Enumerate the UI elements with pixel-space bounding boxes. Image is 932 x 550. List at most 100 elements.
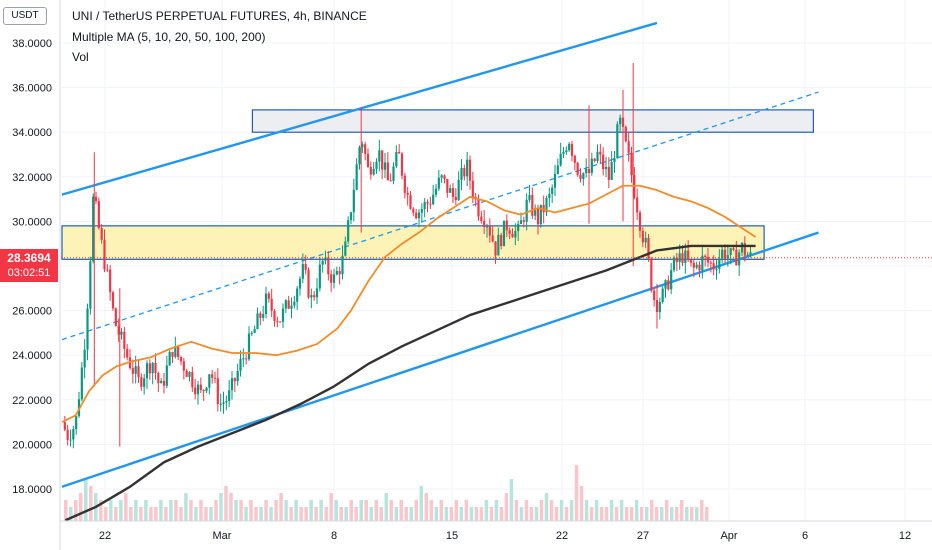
candle-body (157, 373, 160, 384)
moving-average-lines (58, 184, 932, 522)
volume-bar (569, 500, 574, 521)
candle-body (247, 333, 251, 360)
volume-bar (374, 500, 378, 521)
candle-body (607, 166, 610, 180)
candle-body (536, 208, 540, 225)
volume-bar (229, 493, 233, 521)
volume-bar (239, 500, 243, 521)
candle-body (208, 374, 211, 388)
volume-bar (414, 500, 419, 521)
candle-body (525, 199, 528, 222)
candle-body (177, 346, 180, 357)
candle-body (182, 361, 185, 371)
candle-body (712, 263, 715, 270)
currency-unit-button[interactable]: USDT (3, 7, 47, 25)
ma-indicator-legend[interactable]: Multiple MA (5, 10, 20, 50, 100, 200) (72, 30, 266, 44)
candle-body (307, 269, 310, 298)
volume-bar (649, 500, 654, 521)
candle-body (528, 194, 531, 200)
candle-body (213, 377, 217, 379)
volume-bar (79, 493, 83, 521)
volume-indicator-legend[interactable]: Vol (72, 50, 89, 64)
candle-body (553, 174, 557, 188)
candle-body (134, 366, 137, 374)
chart-title: UNI / TetherUS PERPETUAL FUTURES, 4h, BI… (72, 9, 367, 23)
volume-bar (264, 500, 268, 521)
candle-body (446, 178, 449, 193)
candle-body (114, 308, 117, 326)
candle-body (131, 368, 134, 374)
candle-body (426, 202, 429, 204)
volume-bar (609, 500, 614, 521)
candle-body (511, 233, 514, 238)
volume-bar (529, 507, 534, 521)
volume-bar (694, 507, 699, 521)
candle-body (613, 158, 616, 163)
candle-body (361, 144, 364, 148)
candle-body (242, 358, 245, 360)
volume-bar (404, 507, 409, 521)
candle-body (604, 166, 608, 170)
volume-bar (64, 500, 68, 521)
volume-bar (624, 507, 629, 521)
candle-body (250, 332, 253, 334)
volume-bar (539, 500, 544, 521)
volume-bar (359, 500, 363, 521)
candle-body (542, 204, 545, 213)
volume-bar (219, 493, 223, 521)
volume-bar (384, 493, 389, 521)
candle-body (151, 362, 154, 374)
candle-body (726, 254, 729, 259)
candle-body (500, 234, 503, 247)
volume-bar (504, 493, 509, 521)
volume-bar (144, 500, 148, 521)
candle-body (89, 261, 92, 309)
volume-bar (699, 500, 704, 521)
volume-bar (669, 507, 674, 521)
candle-body (301, 264, 304, 279)
candle-body (670, 270, 673, 290)
volume-bar (284, 500, 288, 521)
candle-body (568, 143, 571, 151)
candle-body (715, 268, 718, 270)
last-price-value: 28.3694 (7, 251, 51, 265)
volume-bar (249, 500, 253, 521)
volume-bar (74, 500, 78, 521)
candle-body (137, 366, 140, 377)
candle-body (684, 250, 687, 263)
candle-body (341, 255, 344, 275)
volume-bar (689, 507, 694, 521)
candle-body (488, 226, 491, 236)
candle-body (349, 212, 353, 221)
candle-body (406, 192, 409, 195)
candle-body (381, 150, 384, 170)
candle-body (508, 230, 511, 234)
volume-bar (524, 500, 529, 521)
volume-bar (629, 507, 634, 521)
volume-bar (69, 507, 73, 521)
volume-bar (559, 500, 564, 521)
candle-body (188, 372, 191, 377)
candle-body (364, 144, 367, 154)
candle-body (661, 288, 664, 303)
candle-body (219, 403, 222, 405)
candle-body (417, 212, 421, 219)
volume-bar (84, 479, 88, 521)
candle-body (460, 168, 463, 180)
candle-body (602, 154, 605, 170)
candle-body (517, 223, 520, 232)
candle-body (327, 257, 330, 275)
volume-bar (454, 500, 459, 521)
volume-bar (434, 507, 439, 521)
volume-bar (499, 507, 504, 521)
volume-bar (279, 493, 283, 521)
candle-body (383, 162, 387, 170)
time-tick-label: 22 (99, 530, 111, 542)
volume-bar (459, 507, 464, 521)
volume-bar (139, 507, 143, 521)
candle-body (743, 243, 746, 256)
candle-body (185, 370, 188, 377)
volume-bar (389, 500, 394, 521)
